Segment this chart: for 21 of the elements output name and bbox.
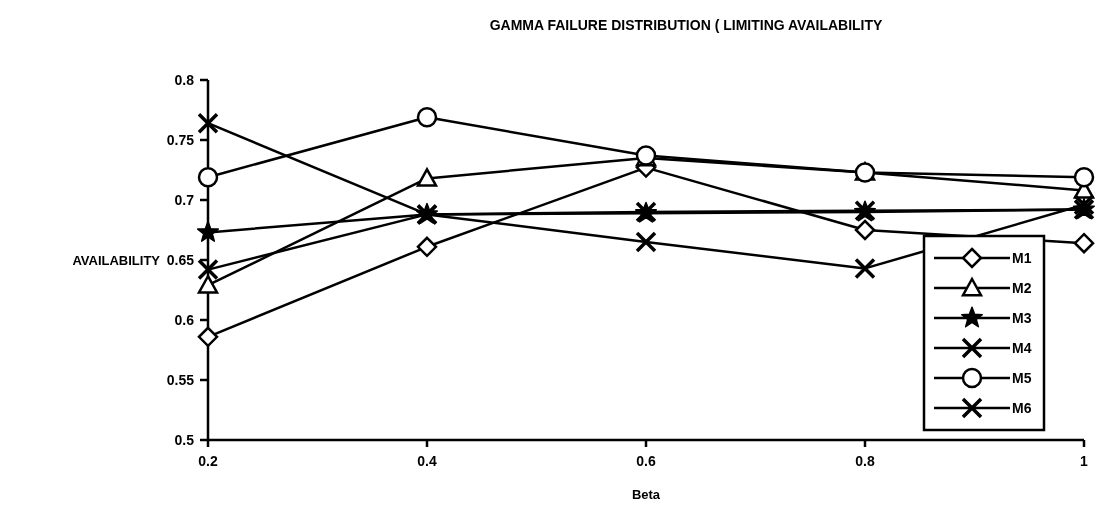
legend-label: M4 xyxy=(1012,339,1032,356)
x-tick-label: 1 xyxy=(1080,453,1089,469)
x-tick-label: 0.4 xyxy=(417,453,437,469)
legend-label: M5 xyxy=(1012,369,1032,386)
y-tick-label: 0.7 xyxy=(174,191,195,208)
x-tick-label: 0.8 xyxy=(855,453,875,469)
x-tick-label: 0.2 xyxy=(198,453,218,469)
y-tick-label: 0.8 xyxy=(174,71,195,88)
x-tick-label: 0.6 xyxy=(636,453,656,469)
y-tick-label: 0.75 xyxy=(166,131,195,148)
chart-title: GAMMA FAILURE DISTRIBUTION ( LIMITING AVAILABILITY xyxy=(489,17,884,33)
y-tick-label: 0.65 xyxy=(166,251,195,268)
legend-label: M6 xyxy=(1012,399,1032,416)
x-axis-title: Beta xyxy=(631,487,661,502)
y-axis-title: AVAILABILITY xyxy=(72,252,161,268)
legend-label: M3 xyxy=(1012,309,1032,326)
legend-label: M1 xyxy=(1012,249,1032,266)
y-tick-label: 0.55 xyxy=(166,371,195,388)
y-tick-label: 0.6 xyxy=(174,311,195,328)
legend-label: M2 xyxy=(1012,279,1032,296)
y-tick-label: 0.5 xyxy=(174,431,195,448)
